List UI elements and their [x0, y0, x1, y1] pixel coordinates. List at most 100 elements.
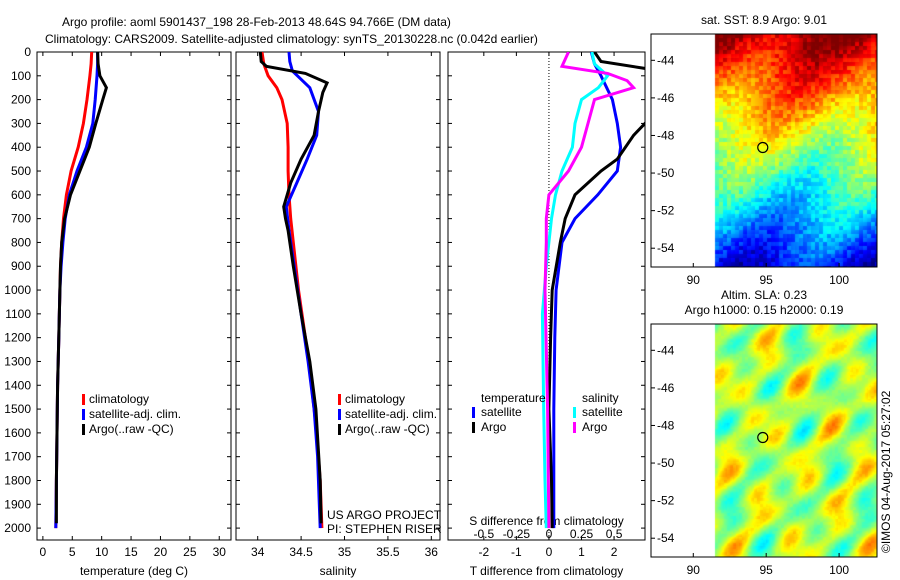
profile-line-satellite-adj-clim- — [54, 52, 100, 529]
legend-swatch — [573, 422, 576, 433]
x-tick-label: 20 — [154, 545, 168, 559]
legend-label: Argo — [481, 420, 507, 434]
x-tick-label: -2 — [478, 545, 489, 559]
lat-tick-label: -48 — [657, 128, 675, 142]
x2-tick-label: 0 — [546, 527, 553, 541]
y-tick-label: 1100 — [5, 307, 31, 321]
x2-tick-label: 0.5 — [606, 527, 623, 541]
lat-tick-label: -44 — [657, 53, 675, 67]
x-tick-label: 34.5 — [289, 545, 313, 559]
y-tick-label: 800 — [11, 235, 31, 249]
x-axis-label: temperature (deg C) — [80, 564, 188, 578]
x-tick-label: 25 — [183, 545, 197, 559]
lon-tick-label: 90 — [687, 273, 701, 287]
y-tick-label: 200 — [11, 93, 31, 107]
lat-tick-label: -46 — [657, 91, 675, 105]
map-title: sat. SST: 8.9 Argo: 9.01 — [701, 13, 827, 27]
lon-tick-label: 95 — [760, 563, 774, 577]
legend-swatch — [338, 409, 341, 420]
salinity-panel: 34 34.5 35 35.5 36 salinity climatologysatelli… — [235, 51, 441, 578]
lat-tick-label: -52 — [657, 204, 675, 218]
lon-tick-label: 95 — [760, 273, 774, 287]
legend-label: climatology — [345, 392, 405, 406]
y-tick-label: 700 — [11, 212, 31, 226]
project-label: US ARGO PROJECT — [327, 508, 442, 522]
profile-line-climatology — [260, 52, 324, 529]
x-tick-label: 2 — [611, 545, 618, 559]
x-tick-label: 0 — [546, 545, 553, 559]
profile-line-temperature-satellite — [552, 52, 623, 529]
profile-line-argo-raw-qc- — [54, 52, 109, 524]
lat-tick-label: -54 — [657, 241, 675, 255]
x-tick-label: 1 — [578, 545, 585, 559]
y-tick-label: 2000 — [4, 521, 31, 535]
y-tick-label: 500 — [11, 164, 31, 178]
profile-line-argo-raw-qc- — [258, 52, 330, 524]
y-tick-label: 1000 — [4, 283, 31, 297]
x-tick-label: 36 — [425, 545, 439, 559]
lat-tick-label: -50 — [657, 456, 675, 470]
y-tick-label: 1500 — [4, 402, 31, 416]
copyright-label: ©IMOS 04-Aug-2017 05:27:02 — [879, 390, 893, 553]
x2-tick-label: -0.5 — [473, 527, 494, 541]
y-tick-label: 400 — [11, 140, 31, 154]
y-tick-label: 1300 — [4, 354, 31, 368]
y-tick-label: 1200 — [4, 331, 31, 345]
lon-tick-label: 100 — [829, 273, 849, 287]
figure-title-line1: Argo profile: aoml 5901437_198 28-Feb-20… — [62, 15, 451, 29]
profile-line-satellite-adj-clim- — [284, 52, 322, 529]
legend-header: salinity — [582, 391, 619, 405]
legend-label: satellite-adj. clim. — [89, 407, 181, 421]
x-axis-label: salinity — [320, 564, 357, 578]
legend-swatch — [472, 422, 475, 433]
lon-tick-label: 100 — [829, 563, 849, 577]
profile-line-salinity-satellite — [540, 52, 610, 529]
temperature-panel: 0100200300400500600700800900100011001200… — [4, 45, 232, 578]
sst-map — [679, 34, 877, 267]
legend-label: Argo — [582, 420, 608, 434]
x-axis-label: T difference from climatology — [470, 564, 624, 578]
pi-label: PI: STEPHEN RISER — [327, 522, 442, 536]
legend-swatch — [472, 407, 475, 418]
y-tick-label: 900 — [11, 259, 31, 273]
x-tick-label: -1 — [511, 545, 522, 559]
legend-swatch — [82, 394, 85, 405]
y-tick-label: 600 — [11, 188, 31, 202]
y-tick-label: 1600 — [4, 426, 31, 440]
legend-label: Argo(..raw -QC) — [345, 422, 430, 436]
y-tick-label: 300 — [11, 116, 31, 130]
profile-line-salinity-argo — [543, 52, 637, 529]
x2-tick-label: -0.25 — [503, 527, 531, 541]
legend-swatch — [338, 424, 341, 435]
y-tick-label: 1900 — [4, 497, 31, 511]
legend-swatch — [338, 394, 341, 405]
x-tick-label: 35 — [338, 545, 352, 559]
argo-location-marker — [757, 141, 769, 154]
lat-tick-label: -54 — [657, 531, 675, 545]
x-tick-label: 35.5 — [376, 545, 400, 559]
axes-box — [447, 51, 646, 541]
x-tick-label: 30 — [213, 545, 227, 559]
profile-line-temperature-argo — [547, 52, 645, 529]
axes-box — [36, 51, 232, 541]
y-tick-label: 1700 — [4, 450, 31, 464]
legend-swatch — [573, 407, 576, 418]
x-tick-label: 10 — [95, 545, 109, 559]
x-tick-label: 5 — [69, 545, 76, 559]
legend-label: satellite — [481, 405, 522, 419]
legend-swatch — [82, 424, 85, 435]
argo-location-marker — [757, 431, 769, 444]
sla-map — [679, 324, 877, 557]
map-axes-box — [650, 33, 878, 268]
lat-tick-label: -50 — [657, 166, 675, 180]
map-axes-box — [650, 323, 878, 558]
map-title-line2: Argo h1000: 0.15 h2000: 0.19 — [685, 303, 844, 317]
lat-tick-label: -52 — [657, 494, 675, 508]
legend-label: Argo(..raw -QC) — [89, 422, 174, 436]
legend-label: satellite-adj. clim. — [345, 407, 437, 421]
x-tick-label: 34 — [251, 545, 265, 559]
x2-tick-label: 0.25 — [570, 527, 594, 541]
